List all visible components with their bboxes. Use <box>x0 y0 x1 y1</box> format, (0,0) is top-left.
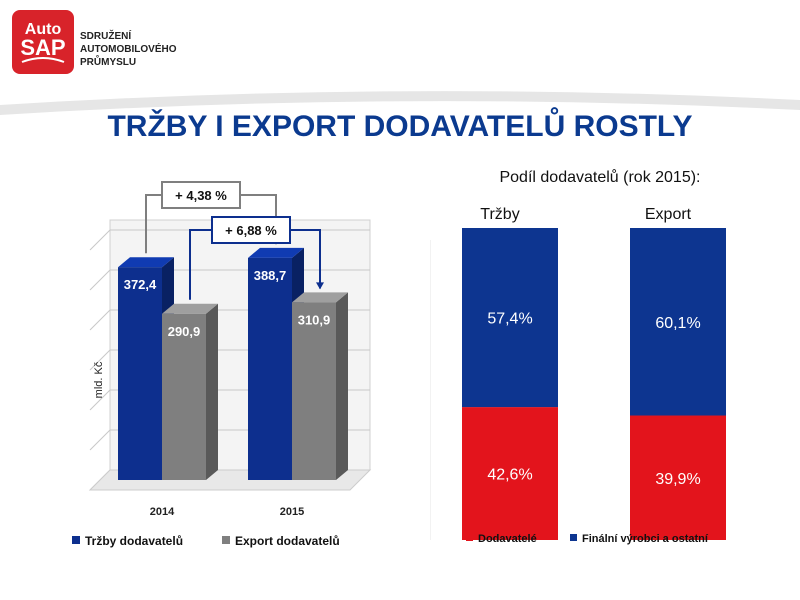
org-line: PRŮMYSLU <box>80 57 137 68</box>
stacked-segment-Export-1 <box>630 228 726 416</box>
legend-label: Tržby dodavatelů <box>85 534 183 548</box>
bar-side <box>206 303 218 480</box>
bar-value-label: 388,7 <box>254 268 287 283</box>
org-line: SDRUŽENÍ <box>80 31 132 42</box>
growth-box <box>211 216 291 244</box>
logo-text-auto: Auto <box>25 21 62 38</box>
legend-label: Export dodavatelů <box>235 534 340 548</box>
legend-swatch <box>570 534 577 541</box>
growth-box <box>161 181 241 209</box>
bar-top <box>292 292 348 303</box>
bar-top <box>118 257 174 268</box>
chart-title: Podíl dodavatelů (rok 2015): <box>499 168 700 186</box>
bar-top <box>162 303 218 314</box>
stacked-segment-Tržby-0 <box>462 407 558 540</box>
bar-value-label: 290,9 <box>168 324 201 339</box>
growth-arrow-icon <box>316 282 324 290</box>
gridline-side <box>89 269 111 291</box>
bar-value-label: 372,4 <box>124 277 157 292</box>
legend-swatch <box>466 534 473 541</box>
revenue-export-bar-chart: mld. Kč 372,4 290,9 2014 388,7 310,9 2015 + 4,3… <box>72 181 372 548</box>
gridline-side <box>89 349 111 371</box>
x-category-label: Export <box>645 206 692 223</box>
x-category-label: Tržby <box>480 206 519 223</box>
stacked-segment-Export-0 <box>630 415 726 540</box>
segment-value-label: 39,9% <box>655 471 700 488</box>
org-line: AUTOMOBILOVÉHO <box>80 44 177 55</box>
autosap-logo: Auto SAP <box>12 10 74 74</box>
segment-value-label: 60,1% <box>655 315 700 332</box>
header-swoosh <box>0 91 800 115</box>
segment-value-label: 42,6% <box>487 467 532 484</box>
stacked-segment-Tržby-1 <box>462 228 558 408</box>
legend-label: Finální výrobci a ostatní <box>582 533 709 545</box>
gridline-side <box>89 389 111 411</box>
bar-top <box>248 247 304 258</box>
supplier-share-stacked-chart: Podíl dodavatelů (rok 2015): Tržby 42,6% 57… <box>430 168 726 545</box>
bar-front <box>118 267 162 480</box>
bar-side <box>336 292 348 480</box>
gridline-side <box>89 309 111 331</box>
car-silhouette-icon <box>21 57 65 63</box>
logo-text-sap: SAP <box>20 35 65 60</box>
organization-name: SDRUŽENÍ AUTOMOBILOVÉHO PRŮMYSLU <box>80 30 176 69</box>
bar-front <box>292 302 336 480</box>
growth-annotation: + 6,88 % <box>225 223 277 238</box>
bar-2014-export <box>162 303 218 480</box>
logo-graphic: Auto SAP <box>20 21 66 63</box>
gridline-side <box>89 429 111 451</box>
legend-swatch <box>222 536 230 544</box>
x-tick-label: 2015 <box>280 506 304 518</box>
page-title: TRŽBY I EXPORT DODAVATELŮ ROSTLY <box>107 110 693 143</box>
gridline-side <box>89 229 111 251</box>
y-axis-label: mld. Kč <box>93 361 105 398</box>
segment-value-label: 57,4% <box>487 311 532 328</box>
bar-front <box>162 313 206 480</box>
x-tick-label: 2014 <box>150 506 175 518</box>
bar-value-label: 310,9 <box>298 312 331 327</box>
bar-2015-export <box>292 292 348 480</box>
bar-front <box>248 257 292 480</box>
growth-annotation: + 4,38 % <box>175 188 227 203</box>
legend-label: Dodavatelé <box>478 533 537 545</box>
legend-swatch <box>72 536 80 544</box>
